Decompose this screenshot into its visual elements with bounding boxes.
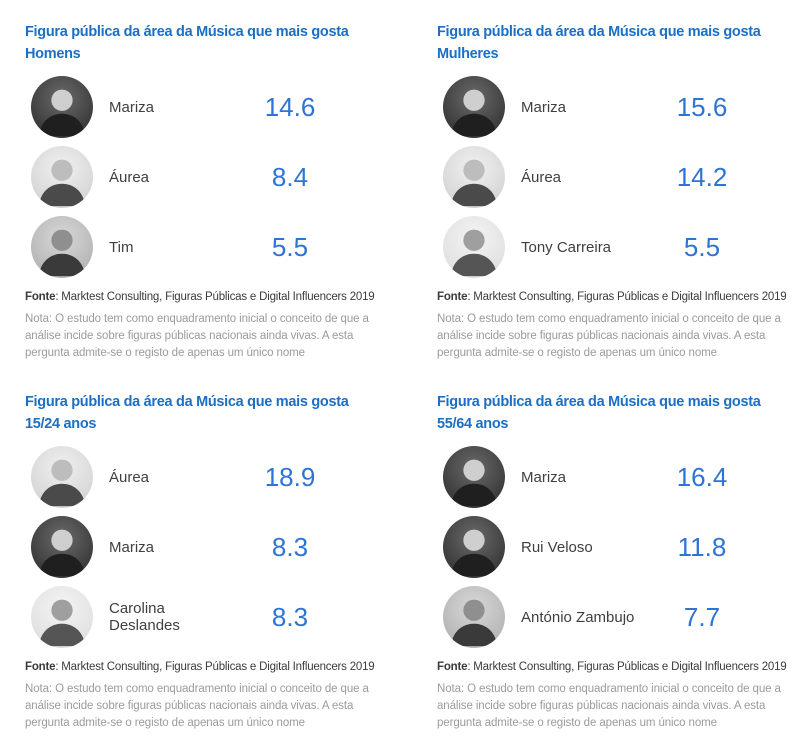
source-text: : Marktest Consulting, Figuras Públicas … <box>55 291 375 303</box>
score-value: 8.4 <box>271 161 309 192</box>
ranking-rows: Mariza 15.6 Áurea 14.2 Tony Carreira 5.5 <box>437 72 787 282</box>
person-avatar <box>443 516 505 578</box>
ranking-row: Mariza 14.6 <box>25 72 375 142</box>
person-name: Carolina Deslandes <box>109 600 180 634</box>
ranking-row: Áurea 18.9 <box>25 442 375 512</box>
ranking-row: Rui Veloso 11.8 <box>437 512 787 582</box>
person-name: Mariza <box>521 468 567 486</box>
source-line: Fonte: Marktest Consulting, Figuras Públ… <box>25 661 375 673</box>
score-value: 16.4 <box>676 461 728 492</box>
person-name: Mariza <box>109 98 155 116</box>
panels-grid: Figura pública da área da Música que mai… <box>25 18 787 729</box>
person-avatar <box>31 76 93 138</box>
source-text: : Marktest Consulting, Figuras Públicas … <box>467 291 787 303</box>
ranking-row: Tim 5.5 <box>25 212 375 282</box>
ranking-panel: Figura pública da área da Música que mai… <box>437 18 787 359</box>
person-name: Mariza <box>109 538 155 556</box>
person-name: Áurea <box>109 468 150 486</box>
person-avatar <box>443 216 505 278</box>
score-value: 11.8 <box>677 531 727 562</box>
ranking-row: Tony Carreira 5.5 <box>437 212 787 282</box>
person-name: Tony Carreira <box>521 238 612 256</box>
panel-title: Figura pública da área da Música que mai… <box>25 391 375 435</box>
person-avatar <box>31 146 93 208</box>
ranking-row: Mariza 15.6 <box>437 72 787 142</box>
person-avatar <box>31 446 93 508</box>
panel-title-main: Figura pública da área da Música que mai… <box>437 394 761 410</box>
person-silhouette-icon <box>38 459 86 507</box>
score-value: 7.7 <box>683 601 721 632</box>
note-text: Nota: O estudo tem como enquadramento in… <box>437 683 781 729</box>
source-line: Fonte: Marktest Consulting, Figuras Públ… <box>25 291 375 303</box>
score-value: 18.9 <box>264 461 316 492</box>
note-text: Nota: O estudo tem como enquadramento in… <box>437 313 781 359</box>
person-name: Mariza <box>521 98 567 116</box>
source-label: Fonte <box>25 291 56 303</box>
person-silhouette-icon <box>450 229 498 277</box>
person-avatar <box>31 586 93 648</box>
person-name: Áurea <box>109 168 150 186</box>
ranking-rows: Mariza 16.4 Rui Veloso 11.8 António Zamb… <box>437 442 787 652</box>
person-silhouette-icon <box>38 89 86 137</box>
score-value: 5.5 <box>683 231 721 262</box>
score-value: 14.2 <box>676 161 728 192</box>
person-silhouette-icon <box>450 599 498 647</box>
ranking-row: Áurea 14.2 <box>437 142 787 212</box>
score-value: 14.6 <box>264 91 316 122</box>
person-silhouette-icon <box>38 529 86 577</box>
person-silhouette-icon <box>38 599 86 647</box>
panel-title-segment: Homens <box>25 46 81 62</box>
person-silhouette-icon <box>38 159 86 207</box>
person-silhouette-icon <box>450 459 498 507</box>
person-avatar <box>31 516 93 578</box>
panel-title-main: Figura pública da área da Música que mai… <box>25 24 349 40</box>
person-avatar <box>443 586 505 648</box>
panel-title-main: Figura pública da área da Música que mai… <box>25 394 349 410</box>
ranking-row: António Zambujo 7.7 <box>437 582 787 652</box>
source-text: : Marktest Consulting, Figuras Públicas … <box>467 661 787 673</box>
score-value: 8.3 <box>271 601 309 632</box>
person-avatar <box>443 76 505 138</box>
source-text: : Marktest Consulting, Figuras Públicas … <box>55 661 375 673</box>
panel-title: Figura pública da área da Música que mai… <box>437 21 787 65</box>
score-value: 5.5 <box>271 231 309 262</box>
ranking-row: Carolina Deslandes 8.3 <box>25 582 375 652</box>
person-silhouette-icon <box>450 159 498 207</box>
person-silhouette-icon <box>450 529 498 577</box>
score-value: 8.3 <box>271 531 309 562</box>
source-label: Fonte <box>437 661 468 673</box>
panel-title: Figura pública da área da Música que mai… <box>437 391 787 435</box>
person-silhouette-icon <box>450 89 498 137</box>
source-label: Fonte <box>437 291 468 303</box>
person-avatar <box>443 446 505 508</box>
note-text: Nota: O estudo tem como enquadramento in… <box>25 683 369 729</box>
ranking-panel: Figura pública da área da Música que mai… <box>437 388 787 729</box>
source-line: Fonte: Marktest Consulting, Figuras Públ… <box>437 661 787 673</box>
ranking-panel: Figura pública da área da Música que mai… <box>25 18 375 359</box>
panel-title-main: Figura pública da área da Música que mai… <box>437 24 761 40</box>
panel-title-segment: Mulheres <box>437 46 499 62</box>
panel-title-segment: 55/64 anos <box>437 416 509 432</box>
person-avatar <box>443 146 505 208</box>
source-label: Fonte <box>25 661 56 673</box>
score-value: 15.6 <box>676 91 728 122</box>
person-name: Rui Veloso <box>521 538 593 556</box>
ranking-rows: Áurea 18.9 Mariza 8.3 Carolina Deslandes… <box>25 442 375 652</box>
ranking-row: Mariza 16.4 <box>437 442 787 512</box>
panel-title-segment: 15/24 anos <box>25 416 97 432</box>
note-text: Nota: O estudo tem como enquadramento in… <box>25 313 369 359</box>
person-avatar <box>31 216 93 278</box>
ranking-rows: Mariza 14.6 Áurea 8.4 Tim 5.5 <box>25 72 375 282</box>
ranking-panel: Figura pública da área da Música que mai… <box>25 388 375 729</box>
panel-title: Figura pública da área da Música que mai… <box>25 21 375 65</box>
person-name: António Zambujo <box>521 608 635 626</box>
ranking-row: Áurea 8.4 <box>25 142 375 212</box>
person-name: Áurea <box>521 168 562 186</box>
person-name: Tim <box>109 238 134 256</box>
source-line: Fonte: Marktest Consulting, Figuras Públ… <box>437 291 787 303</box>
person-silhouette-icon <box>38 229 86 277</box>
ranking-row: Mariza 8.3 <box>25 512 375 582</box>
